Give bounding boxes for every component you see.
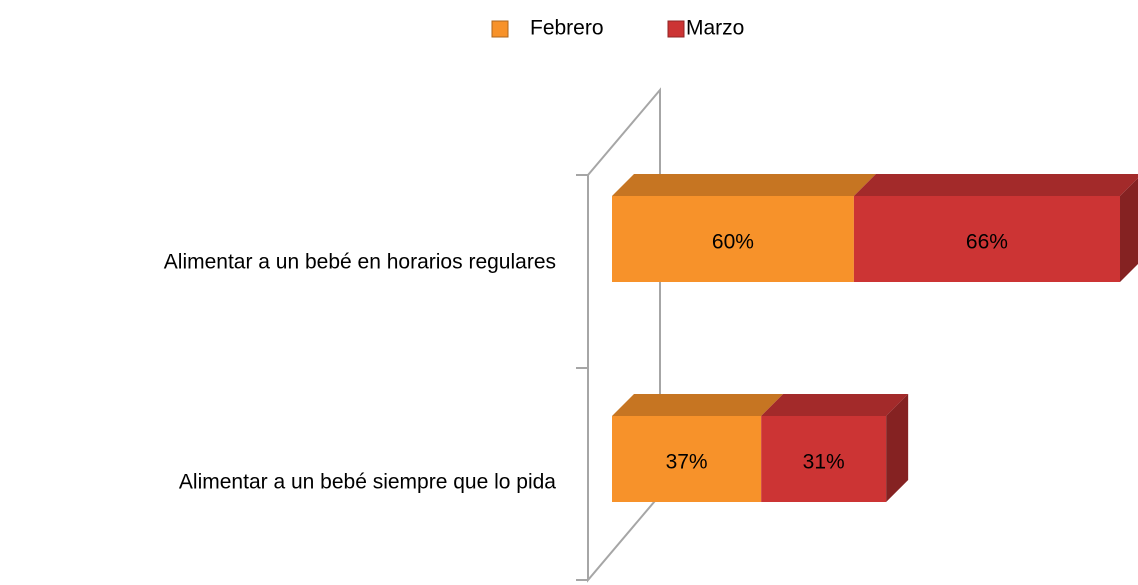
value-label: 37% <box>666 451 708 474</box>
bar-side <box>1120 178 1138 282</box>
bar-top <box>612 174 876 196</box>
value-label: 60% <box>712 231 754 254</box>
bar <box>612 196 854 282</box>
bar <box>612 416 762 502</box>
bar-top <box>761 394 909 416</box>
legend-swatch <box>667 20 685 38</box>
back-wall <box>576 87 661 583</box>
bar <box>853 196 1120 282</box>
legend-swatch <box>491 20 509 38</box>
bar-top <box>853 174 1138 196</box>
legend-label: Marzo <box>686 17 744 40</box>
wall-outline <box>587 87 661 583</box>
category-label: Alimentar a un bebé en horarios regulare… <box>164 251 556 274</box>
bar <box>761 416 887 502</box>
bar-top <box>612 394 784 416</box>
value-label: 66% <box>966 231 1008 254</box>
legend-label: Febrero <box>530 17 604 40</box>
category-label: Alimentar a un bebé siempre que lo pida <box>179 471 556 494</box>
value-label: 31% <box>803 451 845 474</box>
bar-side <box>886 394 909 502</box>
